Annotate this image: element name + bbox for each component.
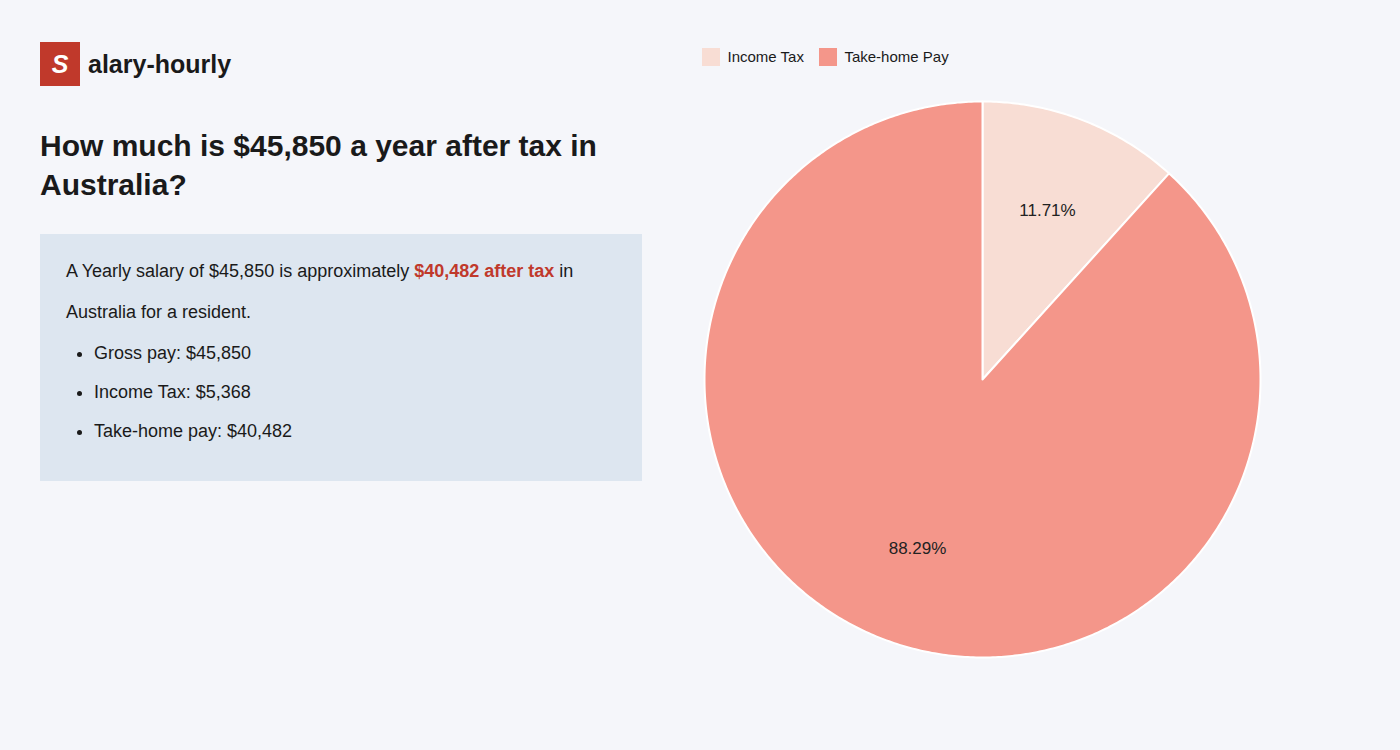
html-text:A Yearly salary of $45,850 is: A Yearly salary of $45,850 is approximat… — [66, 261, 574, 281]
html-text:Gross pay: $45,850: Gross pay: $45,850 — [94, 343, 252, 363]
html-text:Australia for a resident.: Australia for a resident. — [66, 302, 252, 322]
html-text:Income Tax: Income Tax — [727, 48, 804, 65]
html-text:S: S — [51, 49, 69, 78]
html-text:alary-hourly: alary-hourly — [88, 49, 232, 78]
svg-text:88.29%: 88.29% — [889, 538, 947, 557]
html-text:Income Tax: $5,368: Income Tax: $5,368 — [94, 382, 251, 402]
html-text:Take-home pay: $40,482: Take-home pay: $40,482 — [94, 421, 293, 441]
html-text:How much is $45,850 a year aft: How much is $45,850 a year after tax in … — [40, 129, 597, 201]
svg-text:11.71%: 11.71% — [1019, 201, 1075, 220]
html-text:Take-home Pay: Take-home Pay — [844, 48, 949, 65]
